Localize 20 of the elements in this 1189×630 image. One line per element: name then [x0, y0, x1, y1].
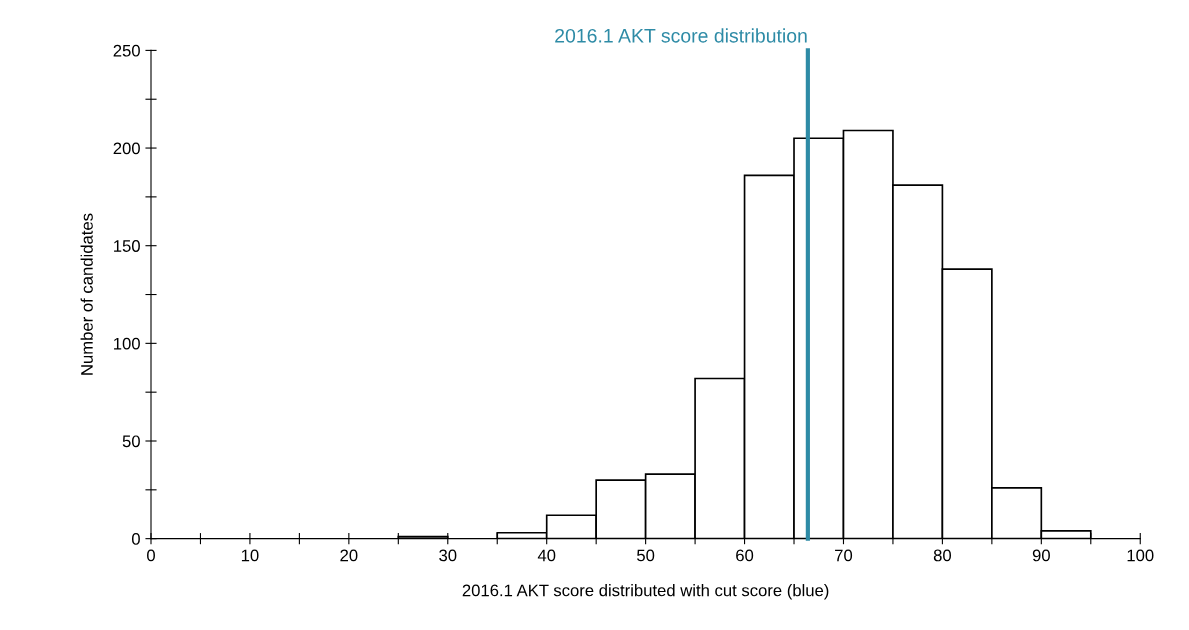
x-axis-title: 2016.1 AKT score distributed with cut score (blue): [462, 584, 829, 600]
y-tick-label: 100: [114, 337, 140, 350]
x-tick-label: 80: [933, 549, 952, 562]
y-tick-label: 200: [113, 142, 140, 155]
x-tick-label: 30: [439, 549, 457, 562]
y-tick-label: 250: [113, 44, 140, 57]
y-axis-title: Number of candidates: [80, 213, 93, 375]
y-tick-label: 0: [131, 533, 140, 545]
x-tick-label: 100: [1127, 549, 1154, 562]
x-tick-label: 90: [1032, 549, 1050, 562]
x-tick-label: 10: [241, 549, 259, 562]
x-tick-label: 70: [835, 549, 853, 562]
ref-line-label: 2016.1 AKT score distribution: [555, 28, 807, 43]
y-tick-label: 150: [114, 240, 140, 252]
x-tick-label: 50: [637, 549, 655, 562]
x-tick-label: 20: [340, 549, 358, 562]
x-tick-label: 40: [537, 549, 556, 562]
x-tick-label: 60: [736, 549, 754, 562]
y-tick-label: 50: [122, 435, 140, 448]
x-tick-label: 0: [147, 549, 155, 562]
